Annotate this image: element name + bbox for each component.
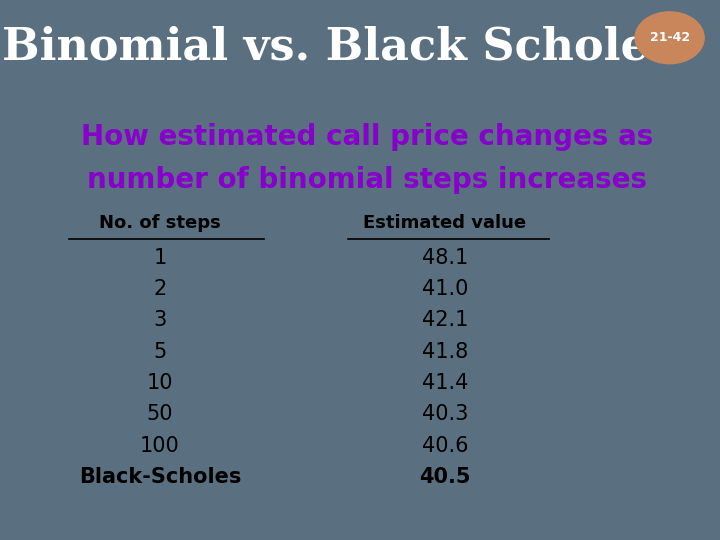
Text: 50: 50 — [147, 404, 173, 424]
Text: No. of steps: No. of steps — [99, 214, 221, 232]
Text: 40.6: 40.6 — [422, 436, 468, 456]
Text: number of binomial steps increases: number of binomial steps increases — [87, 166, 647, 194]
Text: 41.8: 41.8 — [422, 342, 468, 362]
Text: How estimated call price changes as: How estimated call price changes as — [81, 124, 653, 151]
Text: 10: 10 — [147, 373, 173, 393]
Text: 40.5: 40.5 — [419, 467, 471, 487]
Text: Black-Scholes: Black-Scholes — [78, 467, 241, 487]
Text: 42.1: 42.1 — [422, 310, 468, 330]
Text: 5: 5 — [153, 342, 166, 362]
Text: 1: 1 — [153, 248, 166, 268]
Text: 3: 3 — [153, 310, 166, 330]
Text: 48.1: 48.1 — [422, 248, 468, 268]
Text: Estimated value: Estimated value — [364, 214, 526, 232]
Text: 2: 2 — [153, 279, 166, 299]
Text: 40.3: 40.3 — [422, 404, 468, 424]
Circle shape — [635, 12, 704, 64]
Text: 21-42: 21-42 — [649, 31, 690, 44]
Text: 100: 100 — [140, 436, 180, 456]
Text: Binomial vs. Black Scholes: Binomial vs. Black Scholes — [2, 26, 675, 69]
Text: 41.4: 41.4 — [422, 373, 468, 393]
Text: 41.0: 41.0 — [422, 279, 468, 299]
